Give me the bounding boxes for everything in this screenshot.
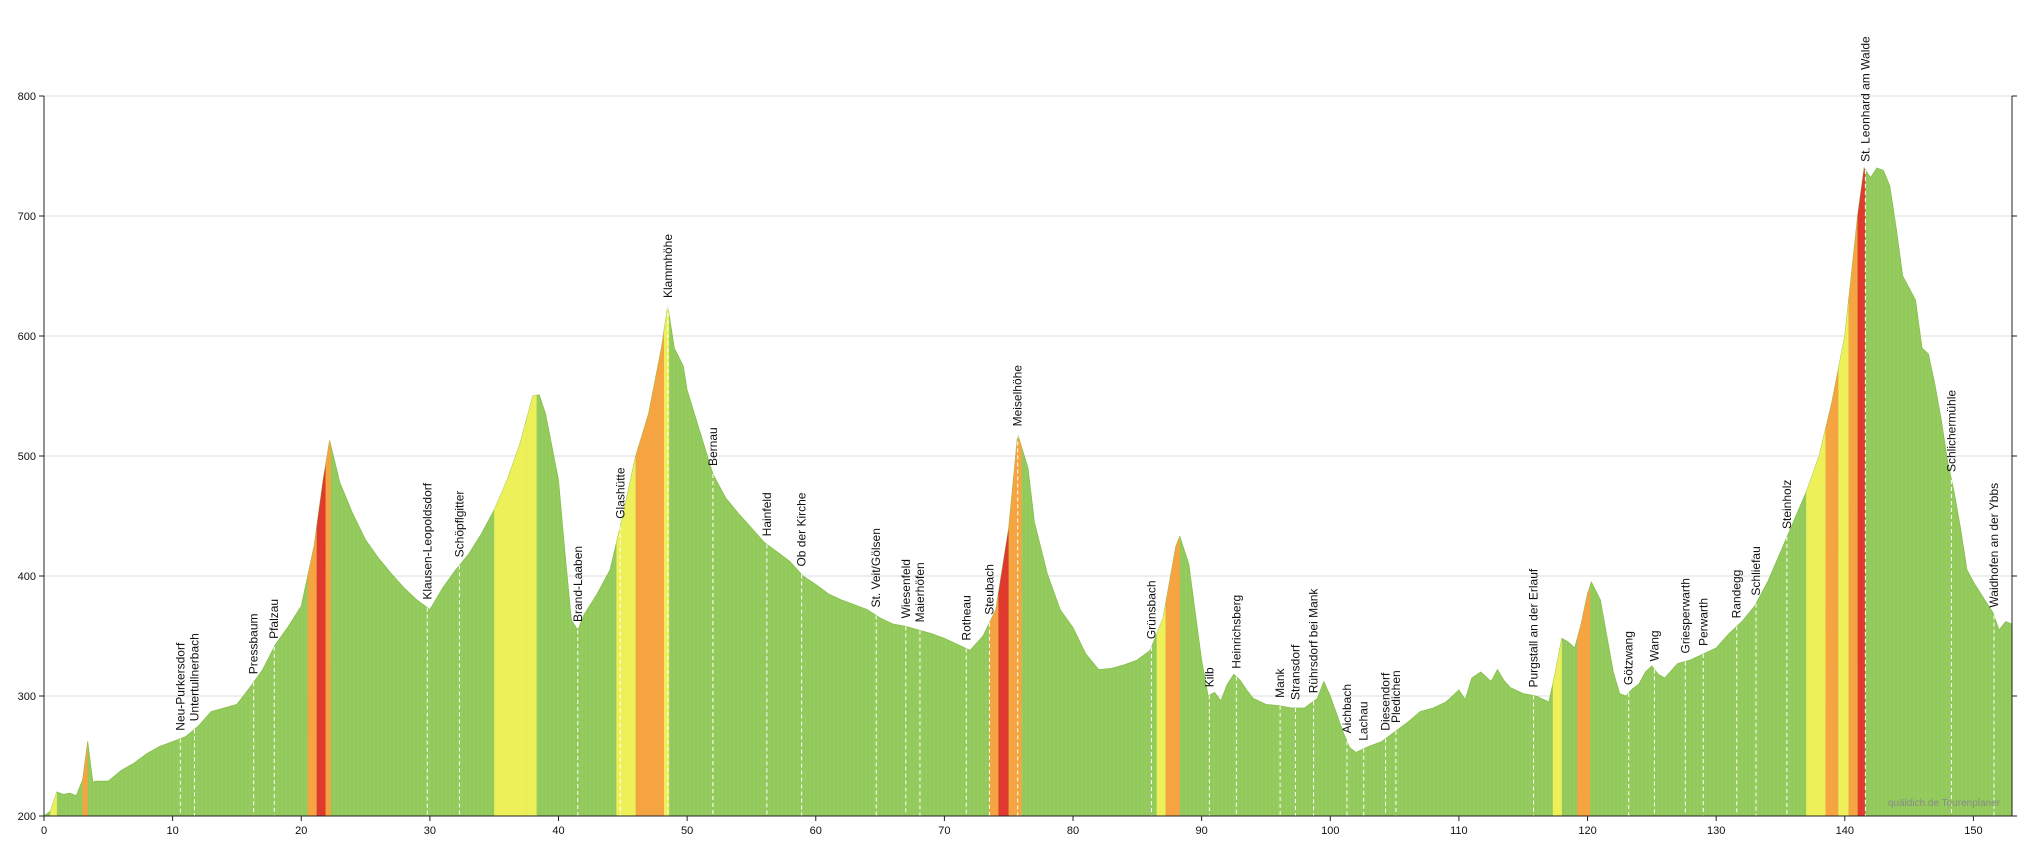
place-label: Untertullnerbach — [187, 633, 201, 721]
gradient-zone-moderate — [1552, 638, 1562, 816]
gradient-zone-steep — [1008, 436, 1022, 816]
place-label: Schliefau — [1749, 546, 1763, 595]
place-label: Bernau — [706, 427, 720, 466]
x-tick-label: 20 — [295, 825, 307, 837]
gradient-zone-steep — [989, 593, 999, 816]
gradient-zone-steep — [82, 741, 88, 816]
gradient-zone-steep — [1825, 369, 1839, 816]
x-tick-label: 70 — [938, 825, 950, 837]
place-label: Neu-Purkersdorf — [173, 642, 187, 731]
place-label: St. Veit/Gölsen — [869, 528, 883, 607]
x-tick-label: 140 — [1836, 825, 1854, 837]
place-label: Götzwang — [1622, 631, 1636, 685]
place-label: Aichbach — [1340, 684, 1354, 733]
place-label: Pressbaum — [247, 613, 261, 674]
x-tick-label: 110 — [1450, 825, 1468, 837]
x-tick-label: 0 — [41, 825, 47, 837]
gradient-zone-steep — [307, 527, 317, 816]
place-label: Steinholz — [1780, 480, 1794, 529]
chart-credit: quäldich.de Tourenplaner — [1888, 798, 2001, 809]
x-tick-label: 50 — [681, 825, 693, 837]
gradient-zone-moderate — [616, 456, 636, 816]
gradient-zone-moderate — [1806, 429, 1826, 816]
x-tick-label: 30 — [424, 825, 436, 837]
gradient-zone-moderate — [663, 306, 670, 816]
gradient-zone-moderate — [1156, 603, 1166, 816]
place-label: Kilb — [1202, 667, 1216, 687]
x-tick-label: 120 — [1578, 825, 1596, 837]
place-label: Rotheau — [959, 595, 973, 640]
gradient-zone-steep — [325, 440, 331, 816]
place-markers — [179, 169, 1995, 816]
x-tick-label: 80 — [1067, 825, 1079, 837]
gradient-zone-moderate — [526, 395, 537, 816]
place-label: Perwarth — [1696, 598, 1710, 646]
gradient-zone-moderate — [1838, 300, 1849, 816]
elevation-area-fill — [42, 166, 2013, 817]
gradient-zone-steep — [1848, 216, 1858, 816]
x-tick-label: 60 — [810, 825, 822, 837]
y-axis-ticks: 200 300 400 500 600 700 800 — [18, 91, 2017, 823]
place-label: Glashütte — [613, 467, 627, 519]
gradient-zone-very_steep — [316, 464, 326, 816]
place-label: St. Leonhard am Walde — [1858, 36, 1872, 162]
place-label: Heinrichsberg — [1229, 595, 1243, 669]
x-tick-label: 90 — [1196, 825, 1208, 837]
place-label: Schlichermühle — [1945, 390, 1959, 472]
place-label: Hainfeld — [760, 492, 774, 536]
place-label: Waidhofen an der Ybbs — [1987, 483, 2001, 608]
x-tick-label: 10 — [167, 825, 179, 837]
place-label: Griesperwarth — [1678, 578, 1692, 653]
x-axis-ticks: 0 10 20 30 40 50 60 70 80 90 100 110 120 130 140 150 — [41, 816, 1983, 837]
gradient-zone-moderate — [513, 420, 527, 816]
place-label: Maierhöfen — [913, 562, 927, 622]
place-labels: Neu-Purkersdorf Untertullnerbach Pressbaum… — [173, 36, 2001, 741]
gradient-zone-very_steep — [1857, 168, 1866, 816]
gradient-zone-steep — [1165, 536, 1180, 816]
place-label: Steubach — [982, 564, 996, 615]
gradient-zone-steep — [645, 331, 664, 816]
place-label: Wang — [1647, 630, 1661, 661]
place-label: Grünsbach — [1144, 580, 1158, 639]
gradient-zones — [50, 168, 1866, 816]
place-label: Ob der Kirche — [795, 492, 809, 566]
place-label: Klammhöhe — [661, 234, 675, 298]
place-label: Stransdorf — [1289, 644, 1303, 700]
gradient-zone-moderate — [50, 792, 57, 816]
place-label: Randegg — [1730, 570, 1744, 619]
x-tick-label: 100 — [1321, 825, 1339, 837]
y-tick-label: 700 — [18, 211, 36, 223]
x-tick-label: 130 — [1707, 825, 1725, 837]
y-tick-label: 800 — [18, 91, 36, 103]
place-label: Rührsdorf bei Mank — [1307, 588, 1321, 694]
gradient-zone-moderate — [494, 462, 514, 816]
place-label: Schöpflgitter — [452, 491, 466, 558]
place-label: Meiselhöhe — [1011, 365, 1025, 427]
y-tick-label: 500 — [18, 451, 36, 463]
gradient-zone-steep — [1577, 586, 1591, 816]
place-label: Brand-Laaben — [571, 546, 585, 622]
place-label: Lachau — [1357, 701, 1371, 740]
gradient-zone-very_steep — [998, 528, 1009, 816]
elevation-area — [42, 166, 2013, 817]
place-label: Purgstall an der Erlauf — [1527, 568, 1541, 687]
y-tick-label: 300 — [18, 691, 36, 703]
y-tick-label: 400 — [18, 571, 36, 583]
y-tick-label: 200 — [18, 811, 36, 823]
y-tick-label: 600 — [18, 331, 36, 343]
x-tick-label: 150 — [1964, 825, 1982, 837]
x-tick-label: 40 — [552, 825, 564, 837]
place-label: Pledichen — [1389, 670, 1403, 723]
place-label: Pfalzau — [267, 599, 281, 639]
gradient-zone-steep — [635, 422, 646, 816]
place-label: Diesendorf — [1379, 672, 1393, 731]
place-label: Klausen-Leopoldsdorf — [420, 482, 434, 599]
place-label: Wiesenfeld — [899, 559, 913, 618]
place-label: Mank — [1273, 667, 1287, 697]
